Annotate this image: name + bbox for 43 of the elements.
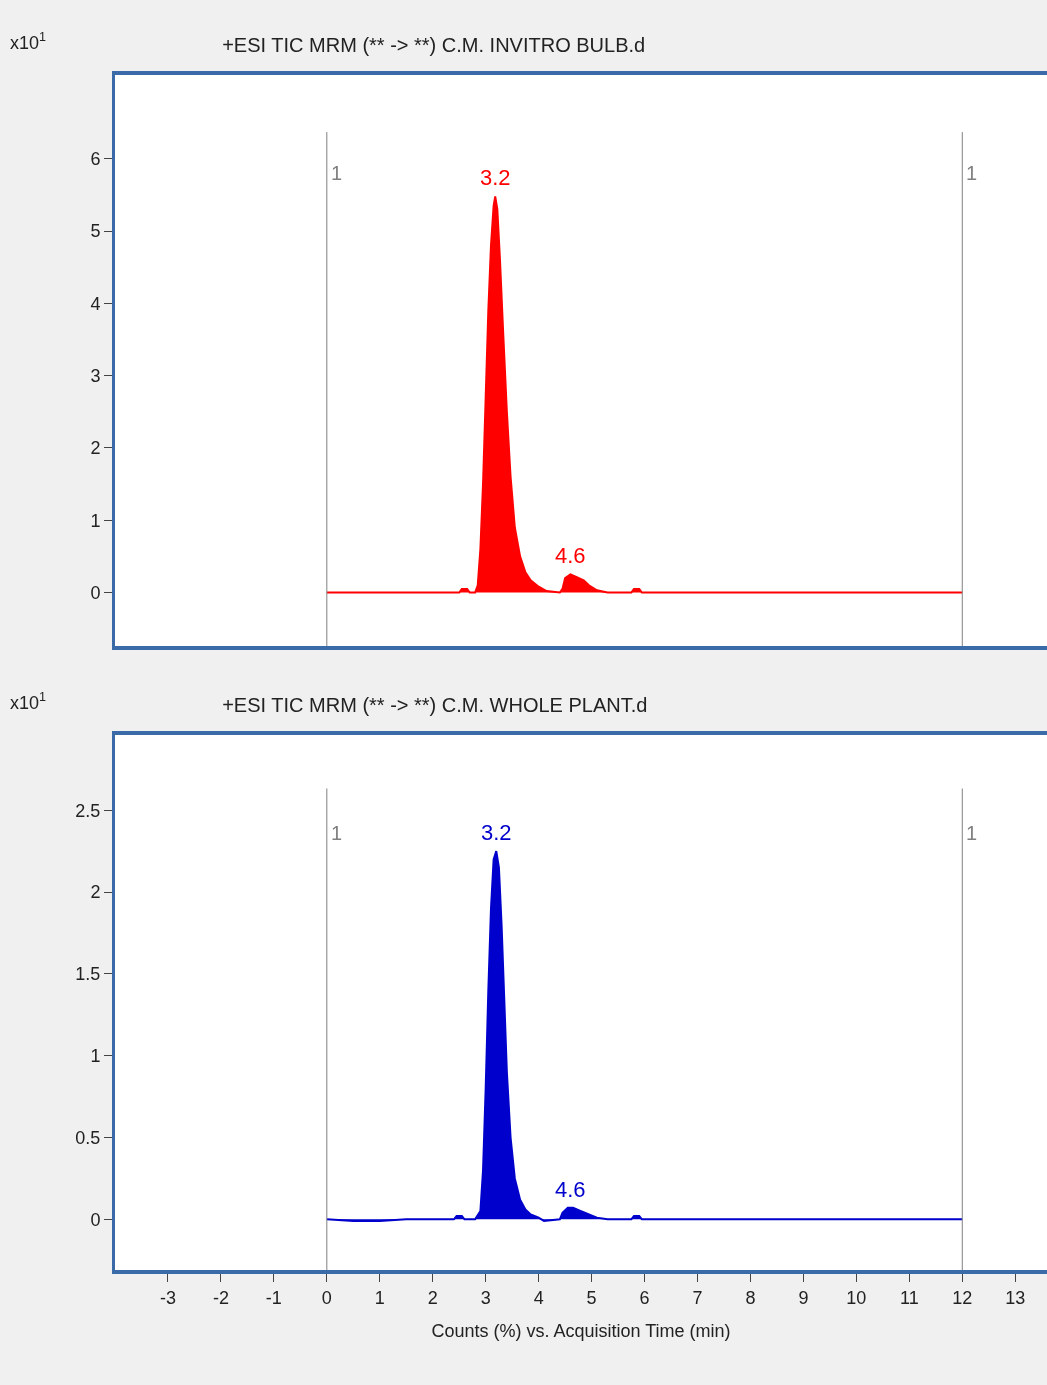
- y-tick-label: 0: [90, 582, 101, 603]
- x-tick-label: 1: [374, 1287, 385, 1308]
- x-tick-label: -1: [265, 1287, 282, 1308]
- x-tick-label: 7: [692, 1287, 703, 1308]
- x-tick-label: 2: [427, 1287, 438, 1308]
- y-tick-label: 1: [90, 510, 101, 531]
- x-tick-label: 9: [798, 1287, 809, 1308]
- x-tick-label: 13: [1005, 1287, 1026, 1308]
- y-tick-label: 1.5: [75, 964, 101, 985]
- x-tick-label: -2: [212, 1287, 229, 1308]
- y-tick-label: 2: [90, 882, 101, 903]
- y-tick-label: 5: [90, 221, 101, 242]
- y-tick-label: 2: [90, 438, 101, 459]
- annotation: 1: [966, 822, 978, 844]
- x-tick-label: 12: [952, 1287, 973, 1308]
- annotation: 3.2: [480, 165, 511, 190]
- x-tick-label: 10: [846, 1287, 867, 1308]
- x-tick-label: 11: [899, 1287, 919, 1308]
- chart-title: +ESI TIC MRM (** -> **) C.M. INVITRO BULB.d: [222, 34, 646, 56]
- chart-title: +ESI TIC MRM (** -> **) C.M. WHOLE PLANT.d: [222, 694, 648, 716]
- x-tick-label: 4: [533, 1287, 544, 1308]
- y-tick-label: 4: [90, 293, 101, 314]
- annotation: 1: [331, 162, 343, 184]
- text: x10$^{1}$: [10, 30, 47, 53]
- annotation: 3.2: [481, 820, 512, 845]
- x-axis-title: Counts (%) vs. Acquisition Time (min): [431, 1321, 731, 1341]
- y-tick-label: 6: [90, 149, 101, 170]
- x-tick-label: 3: [480, 1287, 491, 1308]
- annotation: 1: [966, 162, 978, 184]
- annotation: 4.6: [555, 1177, 586, 1202]
- y-tick-label: 3: [90, 365, 101, 386]
- text: x10$^{1}$: [10, 690, 47, 713]
- x-tick-label: 5: [586, 1287, 597, 1308]
- annotation: 4.6: [555, 543, 586, 568]
- y-tick-label: 1: [90, 1045, 101, 1066]
- annotation: 1: [331, 822, 343, 844]
- x-tick-label: 6: [639, 1287, 650, 1308]
- x-tick-label: 0: [321, 1287, 332, 1308]
- x-tick-label: 8: [745, 1287, 756, 1308]
- y-tick-label: 0.5: [75, 1127, 101, 1148]
- y-tick-label: 0: [90, 1209, 101, 1230]
- x-tick-label: -3: [159, 1287, 176, 1308]
- y-tick-label: 2.5: [75, 800, 101, 821]
